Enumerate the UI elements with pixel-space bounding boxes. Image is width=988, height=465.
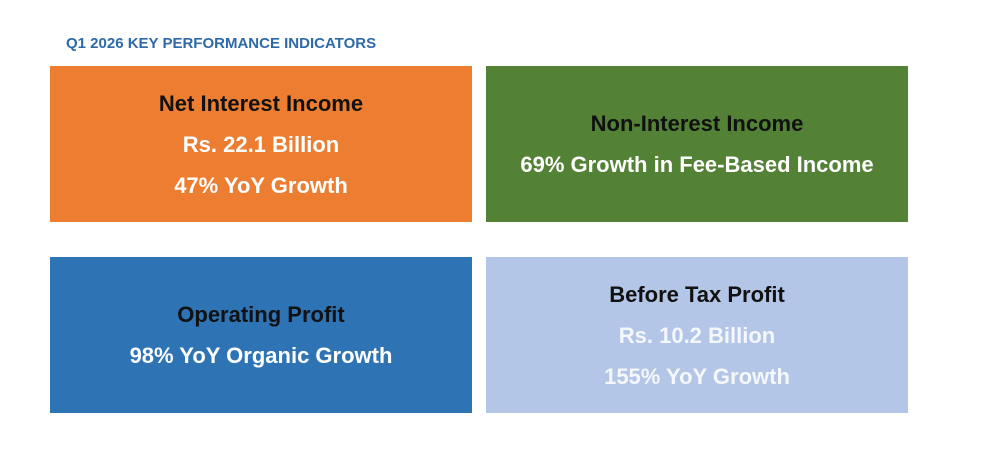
kpi-card-before-tax-profit: Before Tax Profit Rs. 10.2 Billion 155% …	[486, 257, 908, 413]
kpi-heading: Non-Interest Income	[590, 111, 804, 136]
kpi-heading: Operating Profit	[177, 302, 345, 327]
kpi-value: Rs. 10.2 Billion	[618, 322, 776, 348]
page-title: Q1 2026 KEY PERFORMANCE INDICATORS	[66, 35, 377, 52]
kpi-growth: 98% YoY Organic Growth	[129, 343, 393, 368]
kpi-growth: 47% YoY Growth	[174, 172, 348, 198]
kpi-growth: 69% Growth in Fee-Based Income	[520, 152, 874, 177]
kpi-heading: Before Tax Profit	[609, 281, 785, 307]
kpi-card-net-interest-income: Net Interest Income Rs. 22.1 Billion 47%…	[50, 66, 472, 222]
kpi-heading: Net Interest Income	[158, 90, 364, 116]
kpi-value: Rs. 22.1 Billion	[182, 131, 340, 157]
kpi-card-operating-profit: Operating Profit 98% YoY Organic Growth	[50, 257, 472, 413]
kpi-card-non-interest-income: Non-Interest Income 69% Growth in Fee-Ba…	[486, 66, 908, 222]
kpi-growth: 155% YoY Growth	[604, 363, 790, 389]
